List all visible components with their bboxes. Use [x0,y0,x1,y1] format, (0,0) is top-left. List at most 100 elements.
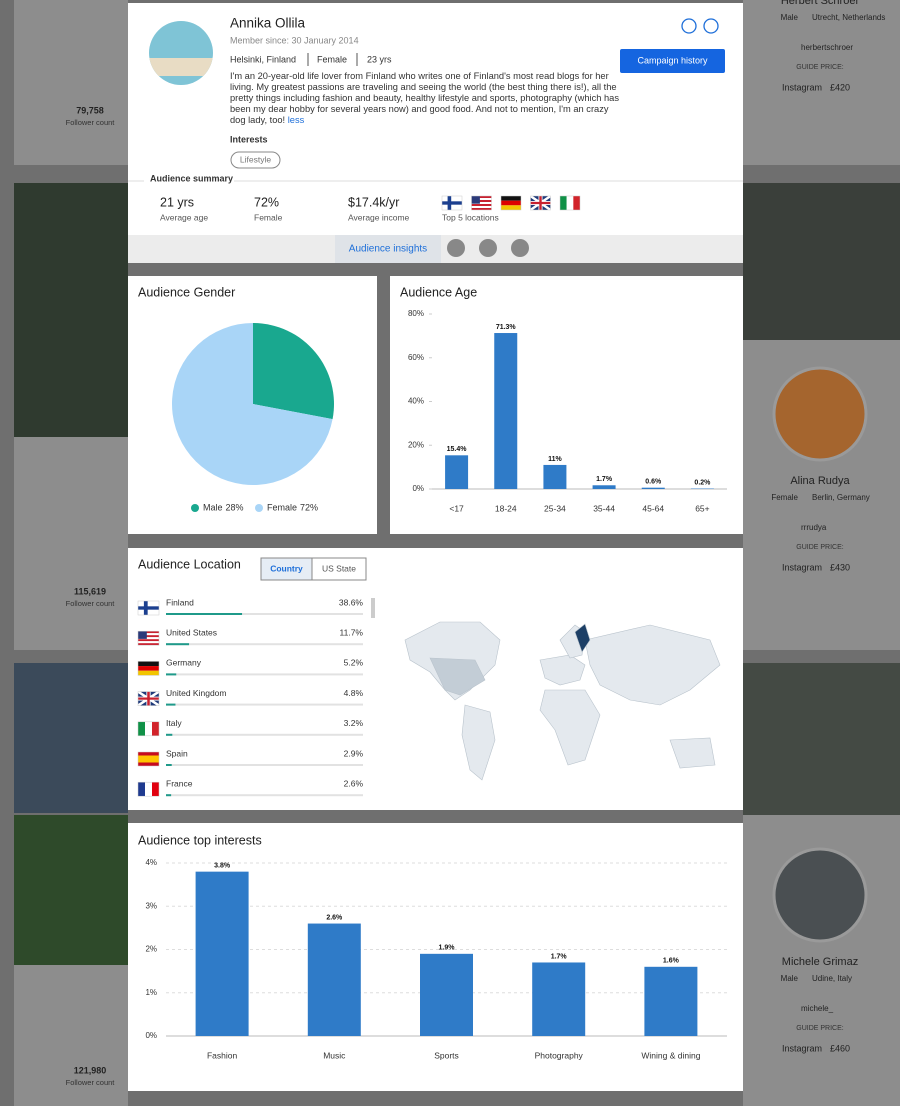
flag-part [143,601,148,615]
follower-count: 121,980 [74,1065,107,1075]
flag-part [471,208,492,210]
pie-slice [172,323,333,485]
y-tick-label: 40% [408,397,424,406]
profile-card [128,3,743,263]
flag-part [145,782,152,797]
share-bar [166,733,173,736]
bio: I'm an 20-year-old life lover from Finla… [230,71,622,126]
bar-value-label: 71.3% [496,324,517,331]
profile-location: Helsinki, Finland [230,54,296,64]
location-title: Audience Location [138,557,241,571]
flag-part [138,641,159,644]
country-share: 3.2% [344,718,364,728]
country-share: 38.6% [339,597,364,607]
bio-text: I'm an 20-year-old life lover from Finla… [230,71,619,125]
follower-count: 79,758 [76,105,104,115]
summary-value: 72% [254,195,279,209]
flag-icon [137,630,160,646]
snapchat-tab[interactable] [479,239,497,257]
x-tick-label: 45-64 [642,503,664,513]
flag-part [138,721,145,736]
top-locations-label: Top 5 locations [442,212,499,222]
flag-part [138,637,159,640]
share-track [166,794,363,797]
profile-name: Annika Ollila [230,16,306,31]
country-share: 2.9% [344,748,364,758]
card-platform: Instagram [782,1043,822,1053]
flag-part [138,643,159,646]
flag-part [138,633,159,636]
background-cards [14,0,900,1106]
toggle-us-state[interactable] [311,557,367,581]
x-tick-label: 18-24 [495,503,517,513]
flag-part [442,201,462,205]
country-share: 4.8% [344,688,364,698]
country-share: 2.6% [344,778,364,788]
share-bar [166,673,177,676]
less-link[interactable]: less [287,115,305,125]
x-tick-label: 25-34 [544,503,566,513]
facebook-tab[interactable] [511,239,529,257]
bar [420,953,473,1036]
card-name: Herbert Schroer [781,0,860,7]
bar [644,966,698,1036]
y-tick-label: 2% [145,945,157,954]
bar-value-label: 1.7% [551,953,568,960]
campaign-button-text: Campaign history [637,55,708,65]
flag-border [137,600,160,616]
legend-value: 72% [300,502,318,512]
y-tick-label: 3% [145,901,157,910]
legend-dot [255,504,263,512]
flag-part [145,721,152,736]
bar-value-label: 1.7% [596,476,613,483]
flag-part [573,196,580,210]
flag-border [137,781,160,797]
summary-value: 21 yrs [160,195,194,209]
card-handle: rrrudya [801,523,827,532]
flag-part [566,196,574,210]
chart-title: Audience top interests [138,833,262,847]
follower-label: Follower count [66,118,116,127]
summary-value: $17.4k/yr [348,195,399,209]
toggle-us-state-text: US State [322,563,356,573]
bar [543,464,567,489]
guide-price-label: GUIDE PRICE: [796,64,844,71]
bar-value-label: 0.2% [694,479,711,486]
flag-part [138,666,159,671]
instagram-tab[interactable] [447,239,465,257]
x-tick-label: Wining & dining [641,1050,700,1060]
card-location: Berlin, Germany [812,493,870,502]
follower-count: 115,619 [74,586,106,596]
profile-gender: Female [317,54,347,64]
share-track [166,673,363,676]
interest-tag-text: Lifestyle [240,154,271,164]
scrollbar[interactable] [371,598,375,618]
avatar-sand [149,58,213,76]
campaign-button[interactable] [620,49,725,73]
bar [494,333,518,489]
bar [641,487,665,489]
x-tick-label: <17 [449,503,464,513]
summary-label-bg [144,172,234,186]
more-icon[interactable] [703,18,719,34]
card-price: £420 [830,82,850,92]
share-track [166,643,363,646]
country-share: 11.7% [340,627,364,637]
flag-part [471,196,480,204]
flag-icon [137,600,160,616]
flag-border [441,195,463,211]
legend-name: Female [267,502,297,512]
country-name: Italy [166,718,182,728]
card-gender: Female [771,493,798,502]
edit-icon[interactable] [681,18,697,34]
flag-border [137,691,160,706]
flag-border [137,661,160,676]
tab-active[interactable] [335,235,441,263]
share-bar [166,794,172,797]
bar-value-label: 15.4% [447,446,468,453]
country-name: Spain [166,748,188,758]
flag-icon [137,781,160,797]
country-name: Finland [166,597,194,607]
world-map [404,621,721,781]
